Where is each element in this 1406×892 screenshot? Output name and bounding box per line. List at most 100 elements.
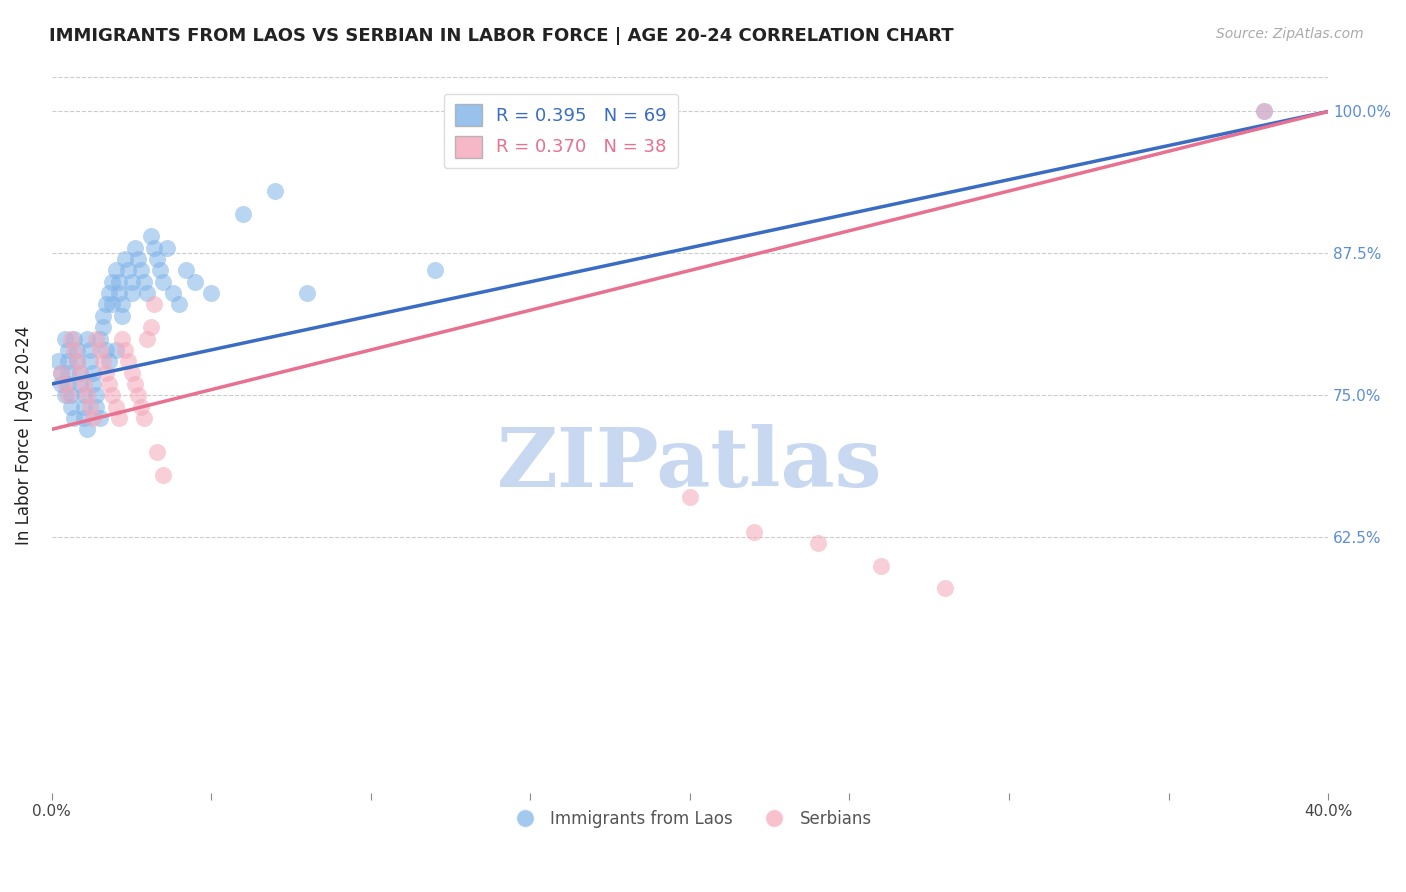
Text: Source: ZipAtlas.com: Source: ZipAtlas.com bbox=[1216, 27, 1364, 41]
Point bbox=[73, 376, 96, 391]
Point bbox=[69, 366, 91, 380]
Point bbox=[63, 411, 86, 425]
Point bbox=[51, 366, 73, 380]
Point bbox=[63, 332, 86, 346]
Point bbox=[76, 388, 98, 402]
Point bbox=[56, 354, 79, 368]
Point bbox=[66, 354, 89, 368]
Point bbox=[82, 411, 104, 425]
Point bbox=[98, 376, 121, 391]
Point bbox=[117, 263, 139, 277]
Point bbox=[114, 252, 136, 266]
Point bbox=[51, 376, 73, 391]
Point bbox=[121, 275, 143, 289]
Point bbox=[59, 400, 82, 414]
Point bbox=[89, 343, 111, 357]
Point bbox=[91, 354, 114, 368]
Point bbox=[200, 286, 222, 301]
Point bbox=[56, 366, 79, 380]
Point bbox=[174, 263, 197, 277]
Point bbox=[91, 320, 114, 334]
Point bbox=[91, 309, 114, 323]
Point bbox=[184, 275, 207, 289]
Point bbox=[56, 388, 79, 402]
Point bbox=[104, 263, 127, 277]
Point bbox=[107, 286, 129, 301]
Point bbox=[152, 275, 174, 289]
Point bbox=[94, 343, 117, 357]
Legend: Immigrants from Laos, Serbians: Immigrants from Laos, Serbians bbox=[502, 803, 879, 834]
Point bbox=[79, 343, 101, 357]
Point bbox=[76, 332, 98, 346]
Point bbox=[114, 343, 136, 357]
Point bbox=[149, 263, 172, 277]
Point bbox=[139, 320, 162, 334]
Point bbox=[104, 400, 127, 414]
Point bbox=[63, 343, 86, 357]
Point bbox=[806, 536, 828, 550]
Point bbox=[56, 343, 79, 357]
Point bbox=[73, 400, 96, 414]
Point bbox=[79, 400, 101, 414]
Point bbox=[94, 297, 117, 311]
Point bbox=[142, 241, 165, 255]
Point bbox=[56, 376, 79, 391]
Text: ZIPatlas: ZIPatlas bbox=[498, 424, 883, 504]
Point bbox=[121, 286, 143, 301]
Point bbox=[101, 388, 124, 402]
Point bbox=[66, 354, 89, 368]
Point bbox=[146, 252, 169, 266]
Point bbox=[66, 343, 89, 357]
Point bbox=[121, 366, 143, 380]
Point bbox=[82, 376, 104, 391]
Point bbox=[98, 354, 121, 368]
Point bbox=[101, 275, 124, 289]
Point bbox=[124, 376, 146, 391]
Point bbox=[82, 366, 104, 380]
Point bbox=[53, 376, 76, 391]
Point bbox=[89, 332, 111, 346]
Point bbox=[89, 411, 111, 425]
Point bbox=[129, 400, 152, 414]
Point bbox=[264, 184, 287, 198]
Point bbox=[117, 354, 139, 368]
Point bbox=[104, 343, 127, 357]
Point bbox=[129, 263, 152, 277]
Point bbox=[69, 376, 91, 391]
Point bbox=[79, 354, 101, 368]
Point bbox=[53, 388, 76, 402]
Point bbox=[139, 229, 162, 244]
Y-axis label: In Labor Force | Age 20-24: In Labor Force | Age 20-24 bbox=[15, 326, 32, 545]
Point bbox=[51, 366, 73, 380]
Point bbox=[232, 207, 254, 221]
Point bbox=[107, 411, 129, 425]
Point bbox=[136, 332, 159, 346]
Point bbox=[73, 411, 96, 425]
Point bbox=[1253, 104, 1275, 119]
Point bbox=[53, 332, 76, 346]
Point bbox=[870, 558, 893, 573]
Point bbox=[134, 275, 156, 289]
Point bbox=[69, 366, 91, 380]
Point bbox=[73, 388, 96, 402]
Point bbox=[152, 467, 174, 482]
Point bbox=[86, 332, 108, 346]
Point bbox=[59, 388, 82, 402]
Point bbox=[136, 286, 159, 301]
Point bbox=[423, 263, 446, 277]
Point bbox=[59, 332, 82, 346]
Point bbox=[742, 524, 765, 539]
Point bbox=[934, 582, 956, 596]
Point bbox=[295, 286, 318, 301]
Point bbox=[107, 275, 129, 289]
Point bbox=[86, 388, 108, 402]
Point bbox=[86, 400, 108, 414]
Point bbox=[76, 422, 98, 436]
Text: IMMIGRANTS FROM LAOS VS SERBIAN IN LABOR FORCE | AGE 20-24 CORRELATION CHART: IMMIGRANTS FROM LAOS VS SERBIAN IN LABOR… bbox=[49, 27, 953, 45]
Point bbox=[94, 366, 117, 380]
Point bbox=[101, 297, 124, 311]
Point bbox=[111, 309, 134, 323]
Point bbox=[142, 297, 165, 311]
Point bbox=[146, 445, 169, 459]
Point bbox=[127, 252, 149, 266]
